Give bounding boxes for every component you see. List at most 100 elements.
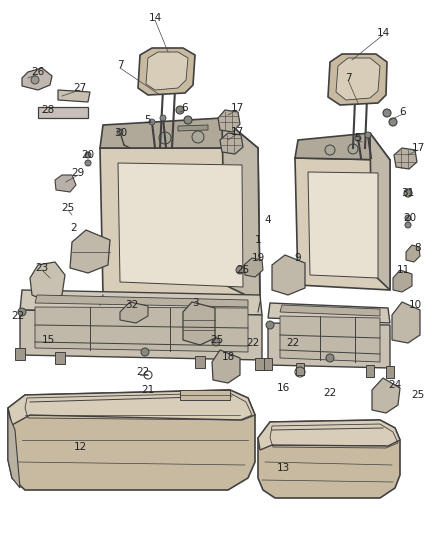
Circle shape — [364, 132, 370, 138]
Circle shape — [117, 129, 123, 135]
Polygon shape — [55, 175, 76, 192]
Text: 1: 1 — [254, 235, 261, 245]
Text: 5: 5 — [145, 115, 151, 125]
Text: 23: 23 — [35, 263, 49, 273]
Polygon shape — [212, 350, 240, 383]
Polygon shape — [58, 90, 90, 102]
Polygon shape — [279, 316, 379, 362]
Text: 22: 22 — [323, 388, 336, 398]
Text: 29: 29 — [71, 168, 85, 178]
Circle shape — [354, 135, 360, 141]
Text: 8: 8 — [414, 243, 420, 253]
Polygon shape — [38, 107, 88, 118]
Polygon shape — [118, 163, 243, 287]
Text: 16: 16 — [276, 383, 289, 393]
Circle shape — [85, 160, 91, 166]
Circle shape — [382, 109, 390, 117]
Circle shape — [176, 106, 184, 114]
Text: 9: 9 — [294, 253, 300, 263]
Circle shape — [236, 266, 244, 274]
Polygon shape — [258, 420, 399, 450]
Polygon shape — [365, 365, 373, 377]
Circle shape — [141, 348, 148, 356]
Text: 14: 14 — [148, 13, 161, 23]
Circle shape — [347, 144, 357, 154]
Circle shape — [404, 215, 410, 221]
Polygon shape — [369, 133, 389, 290]
Polygon shape — [146, 52, 187, 90]
Text: 17: 17 — [410, 143, 424, 153]
Text: 25: 25 — [410, 390, 424, 400]
Polygon shape — [385, 366, 393, 378]
Text: 19: 19 — [251, 253, 264, 263]
Text: 26: 26 — [31, 67, 45, 77]
Polygon shape — [294, 158, 389, 290]
Text: 25: 25 — [236, 265, 249, 275]
Text: 12: 12 — [73, 442, 86, 452]
Polygon shape — [267, 303, 389, 323]
Polygon shape — [405, 245, 419, 262]
Polygon shape — [22, 68, 52, 90]
Polygon shape — [15, 348, 25, 360]
Polygon shape — [100, 148, 259, 302]
Text: 25: 25 — [210, 335, 223, 345]
Polygon shape — [180, 390, 230, 400]
Text: 6: 6 — [181, 103, 188, 113]
Text: 17: 17 — [230, 127, 243, 137]
Polygon shape — [294, 133, 389, 160]
Polygon shape — [35, 307, 247, 352]
Polygon shape — [244, 258, 262, 277]
Text: 18: 18 — [221, 352, 234, 362]
Circle shape — [159, 132, 171, 144]
Polygon shape — [254, 358, 265, 370]
Text: 32: 32 — [125, 300, 138, 310]
Polygon shape — [20, 310, 261, 360]
Polygon shape — [222, 118, 259, 302]
Text: 3: 3 — [191, 298, 198, 308]
Text: 27: 27 — [73, 83, 86, 93]
Polygon shape — [194, 356, 205, 368]
Text: 28: 28 — [41, 105, 54, 115]
Polygon shape — [76, 238, 106, 270]
Polygon shape — [272, 255, 304, 295]
Text: 7: 7 — [117, 60, 123, 70]
Circle shape — [184, 116, 191, 124]
Text: 21: 21 — [141, 385, 154, 395]
Polygon shape — [267, 323, 389, 368]
Polygon shape — [263, 358, 272, 370]
Polygon shape — [35, 295, 247, 307]
Circle shape — [85, 152, 91, 158]
Circle shape — [212, 338, 219, 346]
Polygon shape — [393, 148, 416, 169]
Polygon shape — [279, 305, 379, 316]
Text: 20: 20 — [403, 213, 416, 223]
Text: 22: 22 — [286, 338, 299, 348]
Polygon shape — [307, 172, 377, 278]
Polygon shape — [177, 125, 208, 131]
Polygon shape — [30, 262, 65, 302]
Polygon shape — [55, 352, 65, 364]
Polygon shape — [327, 54, 386, 105]
Polygon shape — [100, 118, 258, 148]
Text: 13: 13 — [276, 463, 289, 473]
Polygon shape — [120, 302, 148, 323]
Text: 17: 17 — [230, 103, 243, 113]
Polygon shape — [8, 390, 254, 490]
Text: 24: 24 — [388, 380, 401, 390]
Text: 2: 2 — [71, 223, 77, 233]
Text: 4: 4 — [264, 215, 271, 225]
Polygon shape — [8, 408, 20, 488]
Text: 6: 6 — [399, 107, 406, 117]
Text: 20: 20 — [81, 150, 94, 160]
Polygon shape — [371, 378, 399, 413]
Circle shape — [404, 222, 410, 228]
Polygon shape — [258, 420, 399, 498]
Text: 30: 30 — [114, 128, 127, 138]
Polygon shape — [218, 110, 240, 132]
Text: 22: 22 — [136, 367, 149, 377]
Circle shape — [191, 131, 204, 143]
Circle shape — [324, 145, 334, 155]
Circle shape — [388, 118, 396, 126]
Polygon shape — [138, 48, 194, 95]
Text: 11: 11 — [396, 265, 409, 275]
